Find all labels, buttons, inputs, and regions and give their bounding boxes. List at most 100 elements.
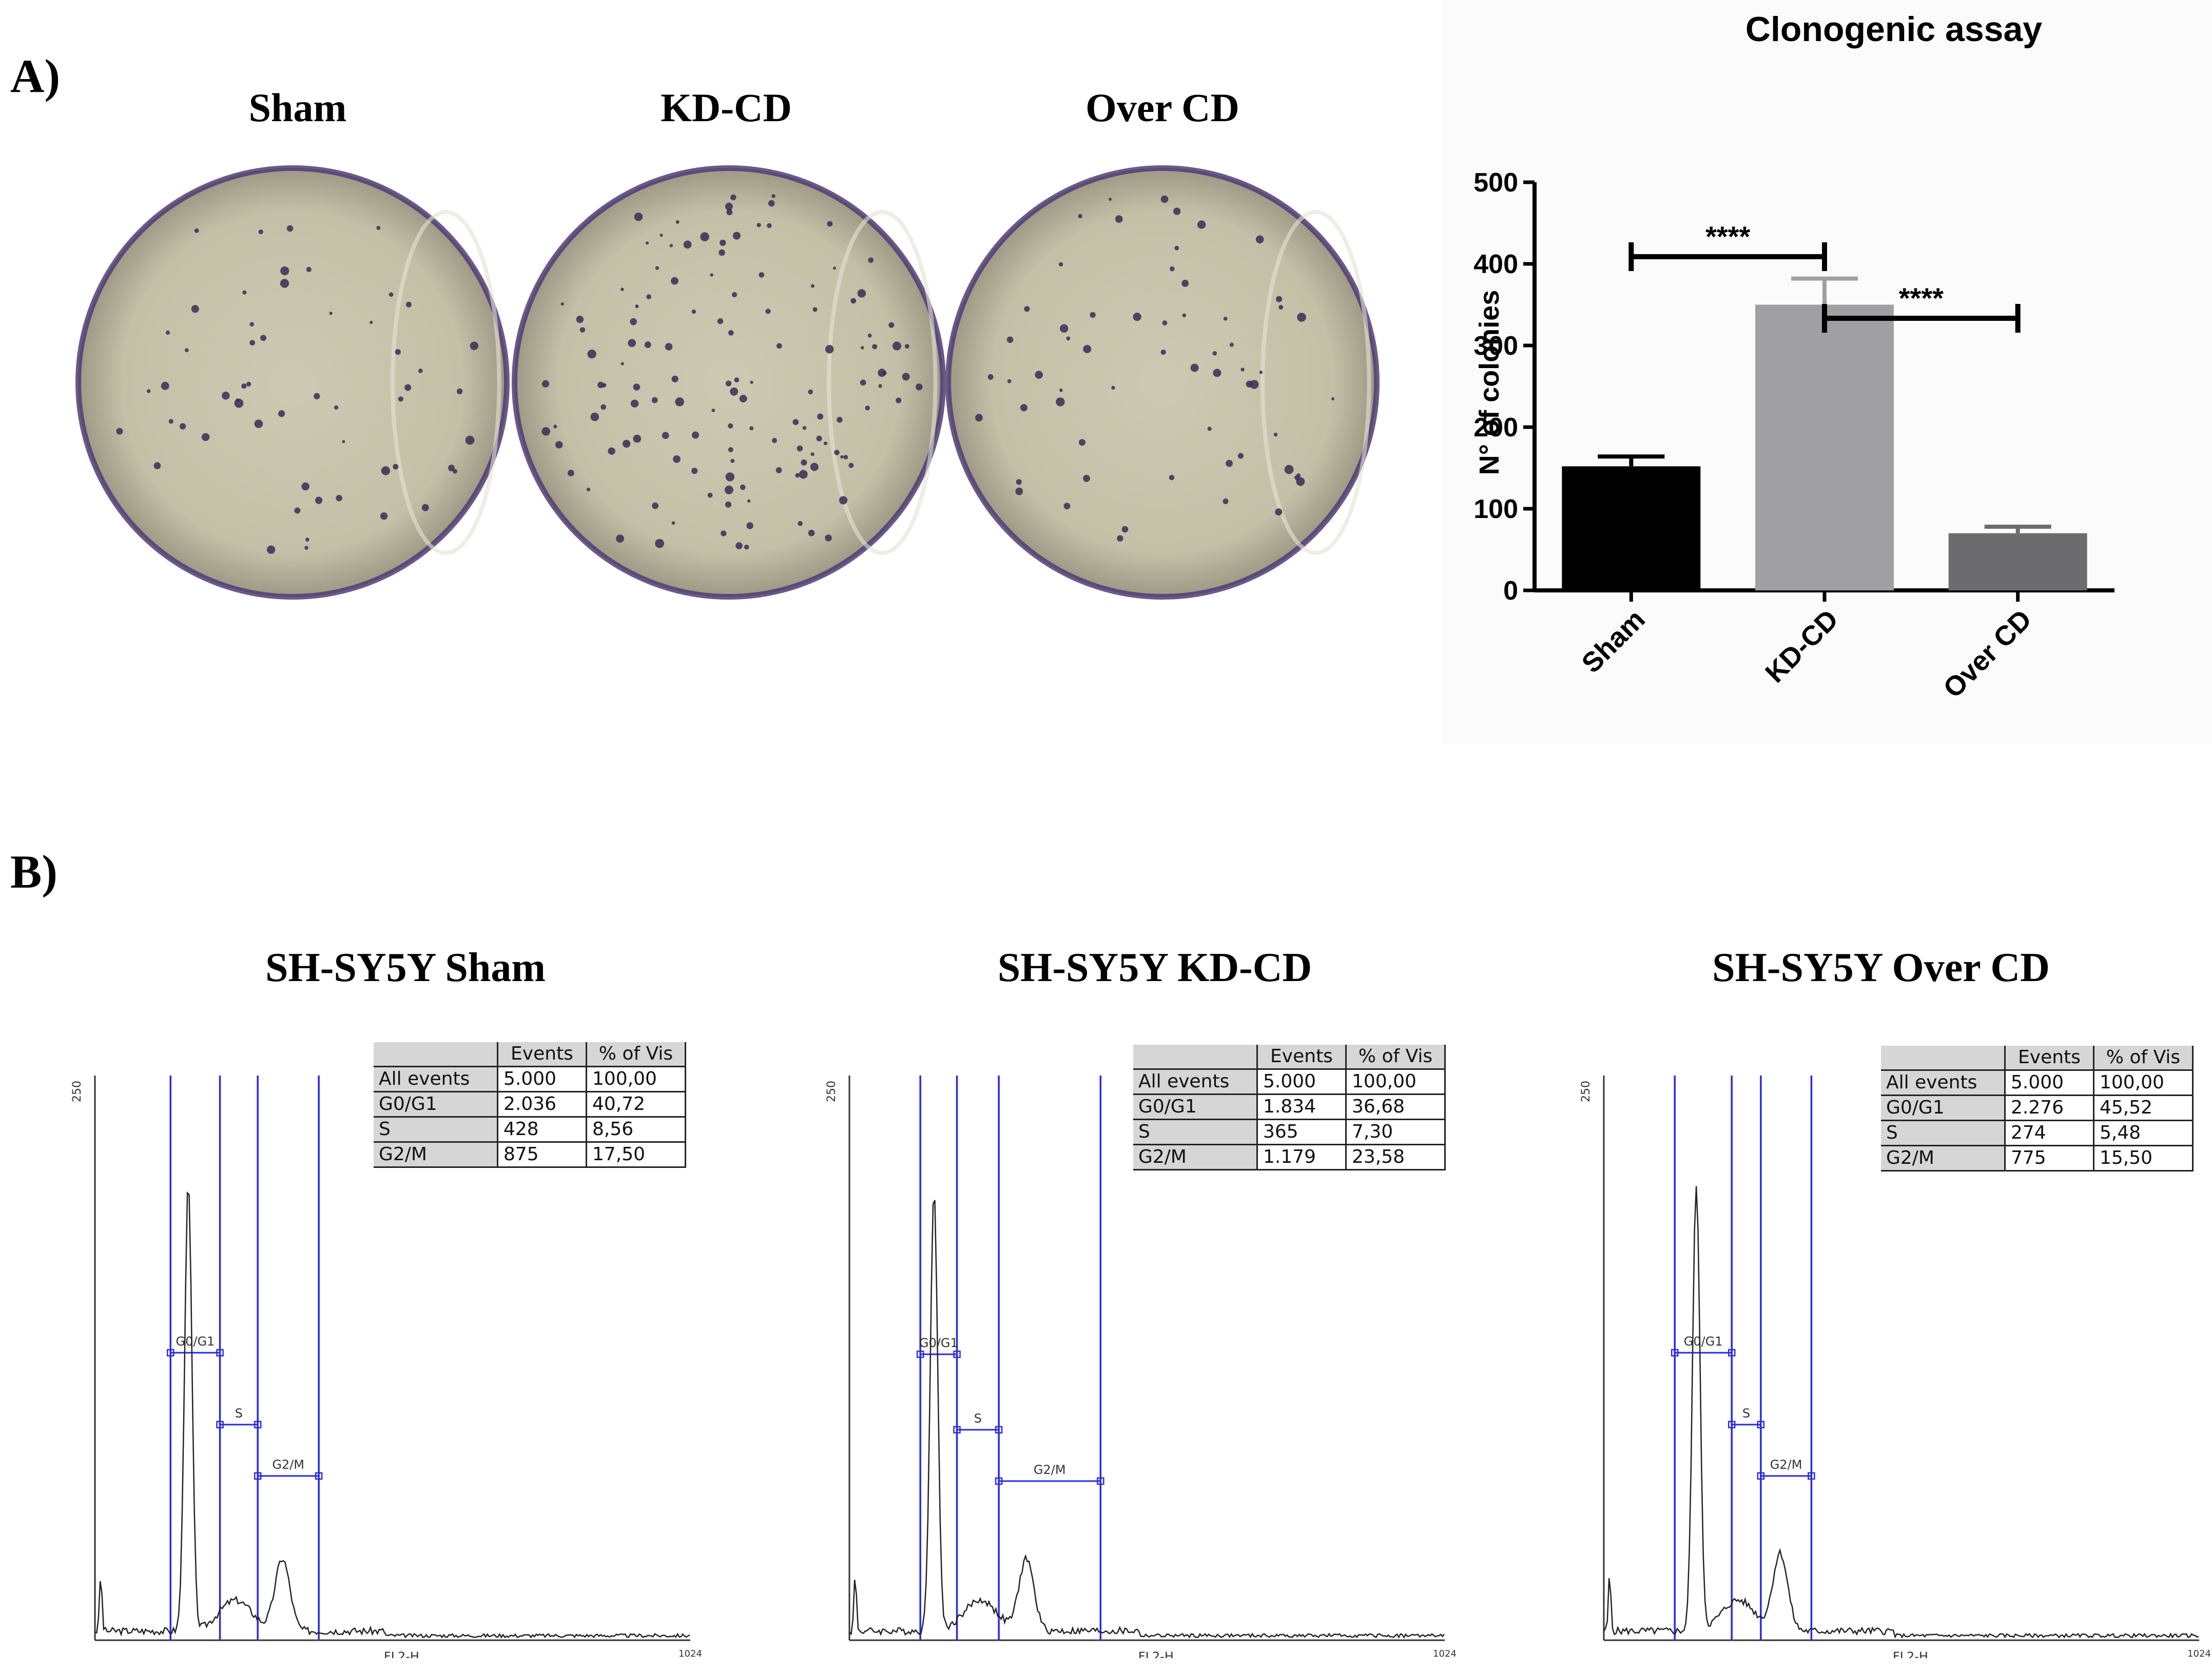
gate-handle [254,1421,262,1429]
colony-dot [810,452,814,456]
gate-handle [1757,1421,1765,1429]
colony-dot [750,380,753,384]
gate-handle [315,1472,323,1480]
colony-dot [1190,363,1199,372]
colony-dot [1007,379,1012,383]
colony-dot [1297,313,1306,322]
dish-surface [948,168,1377,597]
gate-handle [916,1350,924,1358]
colony-dot [827,221,833,227]
colony-dot [868,257,874,263]
colony-dot [246,381,251,387]
colony-dot [717,318,724,324]
colony-dot [1115,215,1123,223]
colony-dot [1020,404,1028,412]
colony-dot [872,344,878,350]
colony-dot [651,397,658,404]
colony-dot [655,266,659,270]
colony-dot [1035,371,1043,379]
colony-dot [839,496,848,505]
colony-dot [579,327,586,333]
colony-dot [882,371,887,375]
colony-dot [730,194,736,201]
colony-dot [1212,351,1217,356]
panel-a-label: A) [10,50,61,102]
colony-dot [652,502,659,509]
colony-dot [448,465,455,472]
colony-dot [1229,342,1234,347]
colony-dot [1006,336,1014,343]
colony-dot [646,241,649,245]
colony-dot [776,343,782,349]
gate-label: S [235,1406,243,1421]
colony-dot [376,226,381,230]
colony-dot [258,229,263,235]
y-axis-label: N° of colonies [1474,290,1505,475]
table-row: S 428 8,56 [374,1117,686,1143]
significance-label: **** [1705,220,1750,253]
colony-dot [305,538,309,542]
colony-dot [865,406,870,411]
colony-dot [1273,432,1278,437]
colony-dot [314,393,320,399]
colony-dot [662,432,669,439]
colony-dot [795,473,800,478]
colony-dot [902,373,910,381]
colony-dot [878,384,882,388]
table-row: G2/M 775 15,50 [1881,1145,2194,1172]
colony-dot [916,383,923,391]
colony-dot [630,399,639,408]
colony-dot [1275,508,1283,516]
colony-dot [1083,475,1091,482]
colony-dot [691,309,696,314]
dish-title-overcd: Over CD [1085,85,1239,130]
colony-dot [541,380,550,388]
y-tick-label: 400 [1473,249,1518,279]
gate-label: S [974,1411,982,1426]
colony-dot [671,375,678,382]
colony-dot [201,433,210,441]
colony-dot [837,416,843,423]
colony-dot [1169,475,1175,481]
colony-dot [808,529,815,536]
colony-dot [905,344,909,349]
colony-dot [1284,465,1294,474]
colony-dot [765,309,771,314]
colony-dot [739,395,747,402]
gate-label: G0/G1 [1684,1334,1723,1349]
stats-table-kdcd: Events% of Vis All events 5.000 100,00 G0/… [1133,1045,1446,1170]
colony-dot [1170,266,1175,272]
bar-kd-cd [1755,304,1894,590]
colony-dot [725,472,735,482]
gate-handle [216,1421,224,1429]
colony-dot [987,374,994,380]
colony-dot [850,298,857,304]
colony-dot [280,279,289,288]
histogram-sham: 250 FL2-H 1024 G0/G1 S G2/M [71,1076,702,1658]
colony-dot [254,419,263,428]
colony-dot [728,330,734,336]
colony-dot [975,414,983,422]
dish-reflection [1260,210,1371,555]
colony-dot [673,455,681,463]
dish-overcd [945,165,1380,600]
flow-title-kdcd: SH-SY5Y KD-CD [997,945,1312,990]
dish-reflection [391,210,501,555]
colony-dot [792,419,799,425]
dish-title-kdcd: KD-CD [661,85,792,130]
x-axis-label: FL2-H [1138,1649,1174,1658]
colony-dot [286,225,294,232]
gate-label: G0/G1 [176,1334,215,1349]
colony-dot [1255,235,1264,244]
histogram-overcd: 250 FL2-H 1024 G0/G1 S G2/M [1580,1076,2211,1658]
colony-dot [620,362,624,366]
colony-dot [711,409,715,412]
bar-sham [1562,466,1701,590]
colony-dot [728,447,733,452]
gate-handle [216,1349,224,1357]
colony-dot [306,266,312,272]
gate-handle [995,1477,1003,1485]
colony-dot [734,377,740,382]
colony-dot [147,389,151,393]
gate-handle [254,1472,262,1480]
